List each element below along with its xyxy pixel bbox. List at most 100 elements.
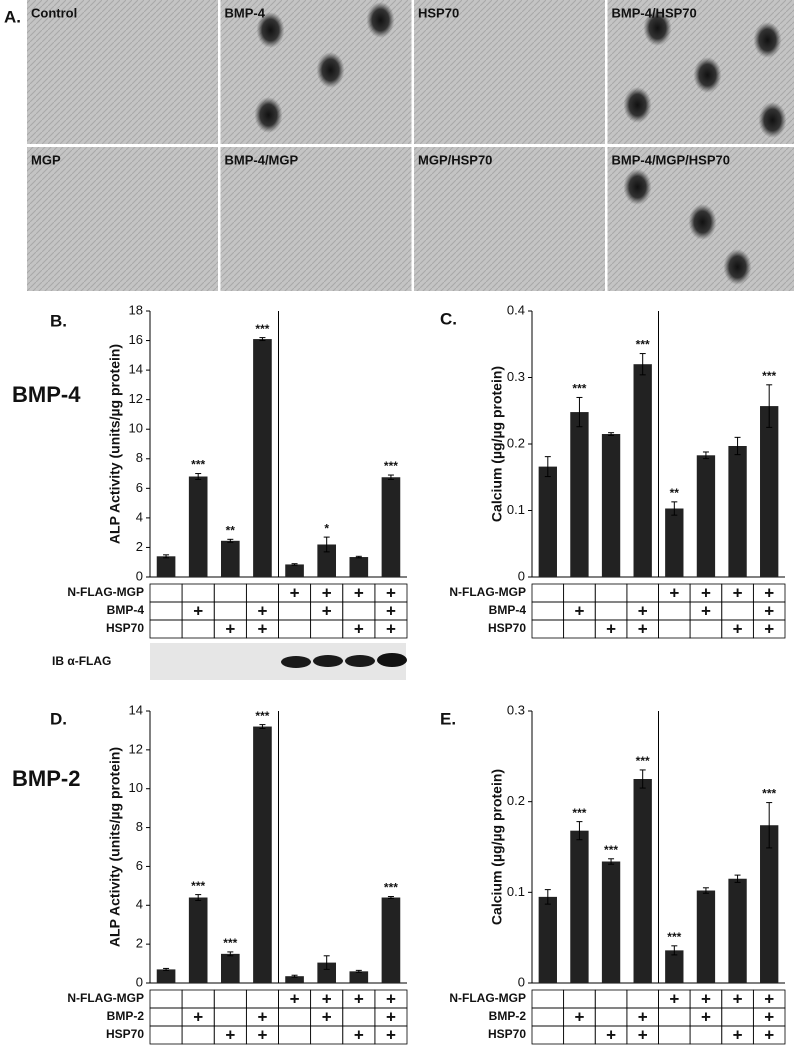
treatment-mark: + — [225, 1025, 235, 1044]
table-cell — [563, 619, 596, 639]
bar — [601, 434, 621, 577]
treatment-label: HSP70 — [106, 621, 144, 635]
significance: *** — [667, 930, 681, 944]
error-bar — [608, 432, 615, 436]
error-bar — [766, 384, 773, 428]
treatment-label: HSP70 — [106, 1027, 144, 1041]
micrograph: MGP — [27, 147, 218, 291]
significance: *** — [384, 459, 398, 473]
nodule — [693, 57, 722, 93]
treatment-mark: + — [638, 601, 648, 620]
y-tick-label: 14 — [129, 702, 143, 717]
table-cell — [626, 583, 659, 603]
treatment-mark: + — [386, 989, 396, 1008]
bar — [728, 878, 747, 983]
treatment-mark: + — [386, 1025, 396, 1044]
bar — [538, 466, 557, 577]
error-bar — [259, 724, 266, 729]
micrograph: BMP-4/HSP70 — [607, 0, 794, 144]
table-cell — [181, 1025, 215, 1045]
treatment-label: N-FLAG-MGP — [449, 585, 526, 599]
significance: *** — [572, 382, 586, 396]
treatment-mark: + — [290, 989, 300, 1008]
y-tick-label: 18 — [129, 302, 143, 317]
error-bar — [195, 473, 202, 480]
y-axis-label: ALP Activity (units/µg protein) — [107, 747, 123, 947]
treatment-mark: + — [574, 1007, 584, 1026]
treatment-mark: + — [733, 619, 743, 638]
blot-band — [345, 655, 375, 667]
y-tick-label: 0 — [136, 568, 143, 583]
treatment-mark: + — [733, 1025, 743, 1044]
table-cell — [149, 1007, 183, 1027]
y-tick-label: 0.1 — [507, 502, 525, 517]
treatment-mark: + — [638, 1025, 648, 1044]
table-cell — [278, 619, 312, 639]
significance: *** — [191, 458, 205, 472]
error-bar — [639, 353, 646, 376]
bar — [156, 556, 176, 577]
micrograph-label: Control — [31, 5, 77, 20]
significance: * — [324, 521, 329, 535]
bar-chart: Calcium (µg/µg protein) 0 0.1 0.2 0.3 *** *** *… — [449, 702, 786, 1045]
table-cell — [278, 601, 312, 621]
table-cell — [213, 989, 247, 1009]
table-cell — [213, 583, 247, 603]
nodule — [758, 102, 787, 138]
significance: *** — [255, 322, 269, 336]
y-tick-label: 8 — [136, 819, 143, 834]
table-cell — [374, 619, 408, 639]
panel-letter: A. — [4, 7, 21, 26]
error-bar — [323, 955, 330, 970]
bar — [156, 969, 176, 983]
table-cell — [181, 619, 215, 639]
treatment-mark: + — [733, 989, 743, 1008]
table-cell — [531, 989, 565, 1009]
table-cell — [721, 601, 754, 621]
bar — [188, 897, 208, 983]
y-tick-label: 0.2 — [507, 793, 525, 808]
treatment-mark: + — [764, 989, 774, 1008]
treatment-mark: + — [606, 619, 616, 638]
bar — [633, 364, 652, 577]
nodule — [366, 2, 395, 38]
row-label: BMP-4 — [12, 382, 81, 407]
table-cell — [310, 619, 344, 639]
treatment-mark: + — [701, 1007, 711, 1026]
table-cell — [213, 601, 247, 621]
bar — [220, 540, 240, 577]
nodule — [688, 204, 717, 240]
table-cell — [149, 1025, 183, 1045]
blot-band — [313, 655, 343, 667]
treatment-mark: + — [322, 583, 332, 602]
western-blot: IB α-FLAG — [52, 643, 407, 680]
error-bar — [702, 451, 709, 460]
y-tick-label: 8 — [136, 450, 143, 465]
significance: *** — [636, 338, 650, 352]
error-bar — [291, 974, 298, 978]
y-tick-label: 2 — [136, 936, 143, 951]
treatment-mark: + — [322, 1007, 332, 1026]
error-bar — [227, 538, 234, 543]
nodule — [316, 52, 345, 88]
table-cell — [181, 989, 215, 1009]
y-tick-label: 0.3 — [507, 702, 525, 717]
error-bar — [195, 894, 202, 901]
bar — [188, 476, 208, 577]
blot-band — [377, 653, 407, 667]
bar — [633, 779, 652, 983]
table-cell — [721, 1007, 754, 1027]
significance: *** — [762, 787, 776, 801]
table-cell — [563, 1025, 596, 1045]
treatment-label: HSP70 — [488, 1027, 526, 1041]
significance: *** — [604, 843, 618, 857]
bar — [285, 976, 304, 983]
treatment-mark: + — [669, 989, 679, 1008]
table-cell — [531, 583, 565, 603]
treatment-mark: + — [225, 619, 235, 638]
treatment-mark: + — [193, 1007, 203, 1026]
micrograph-image — [414, 0, 605, 144]
bar — [253, 339, 272, 577]
micrograph: BMP-4/MGP — [220, 147, 412, 291]
treatment-mark: + — [386, 601, 396, 620]
